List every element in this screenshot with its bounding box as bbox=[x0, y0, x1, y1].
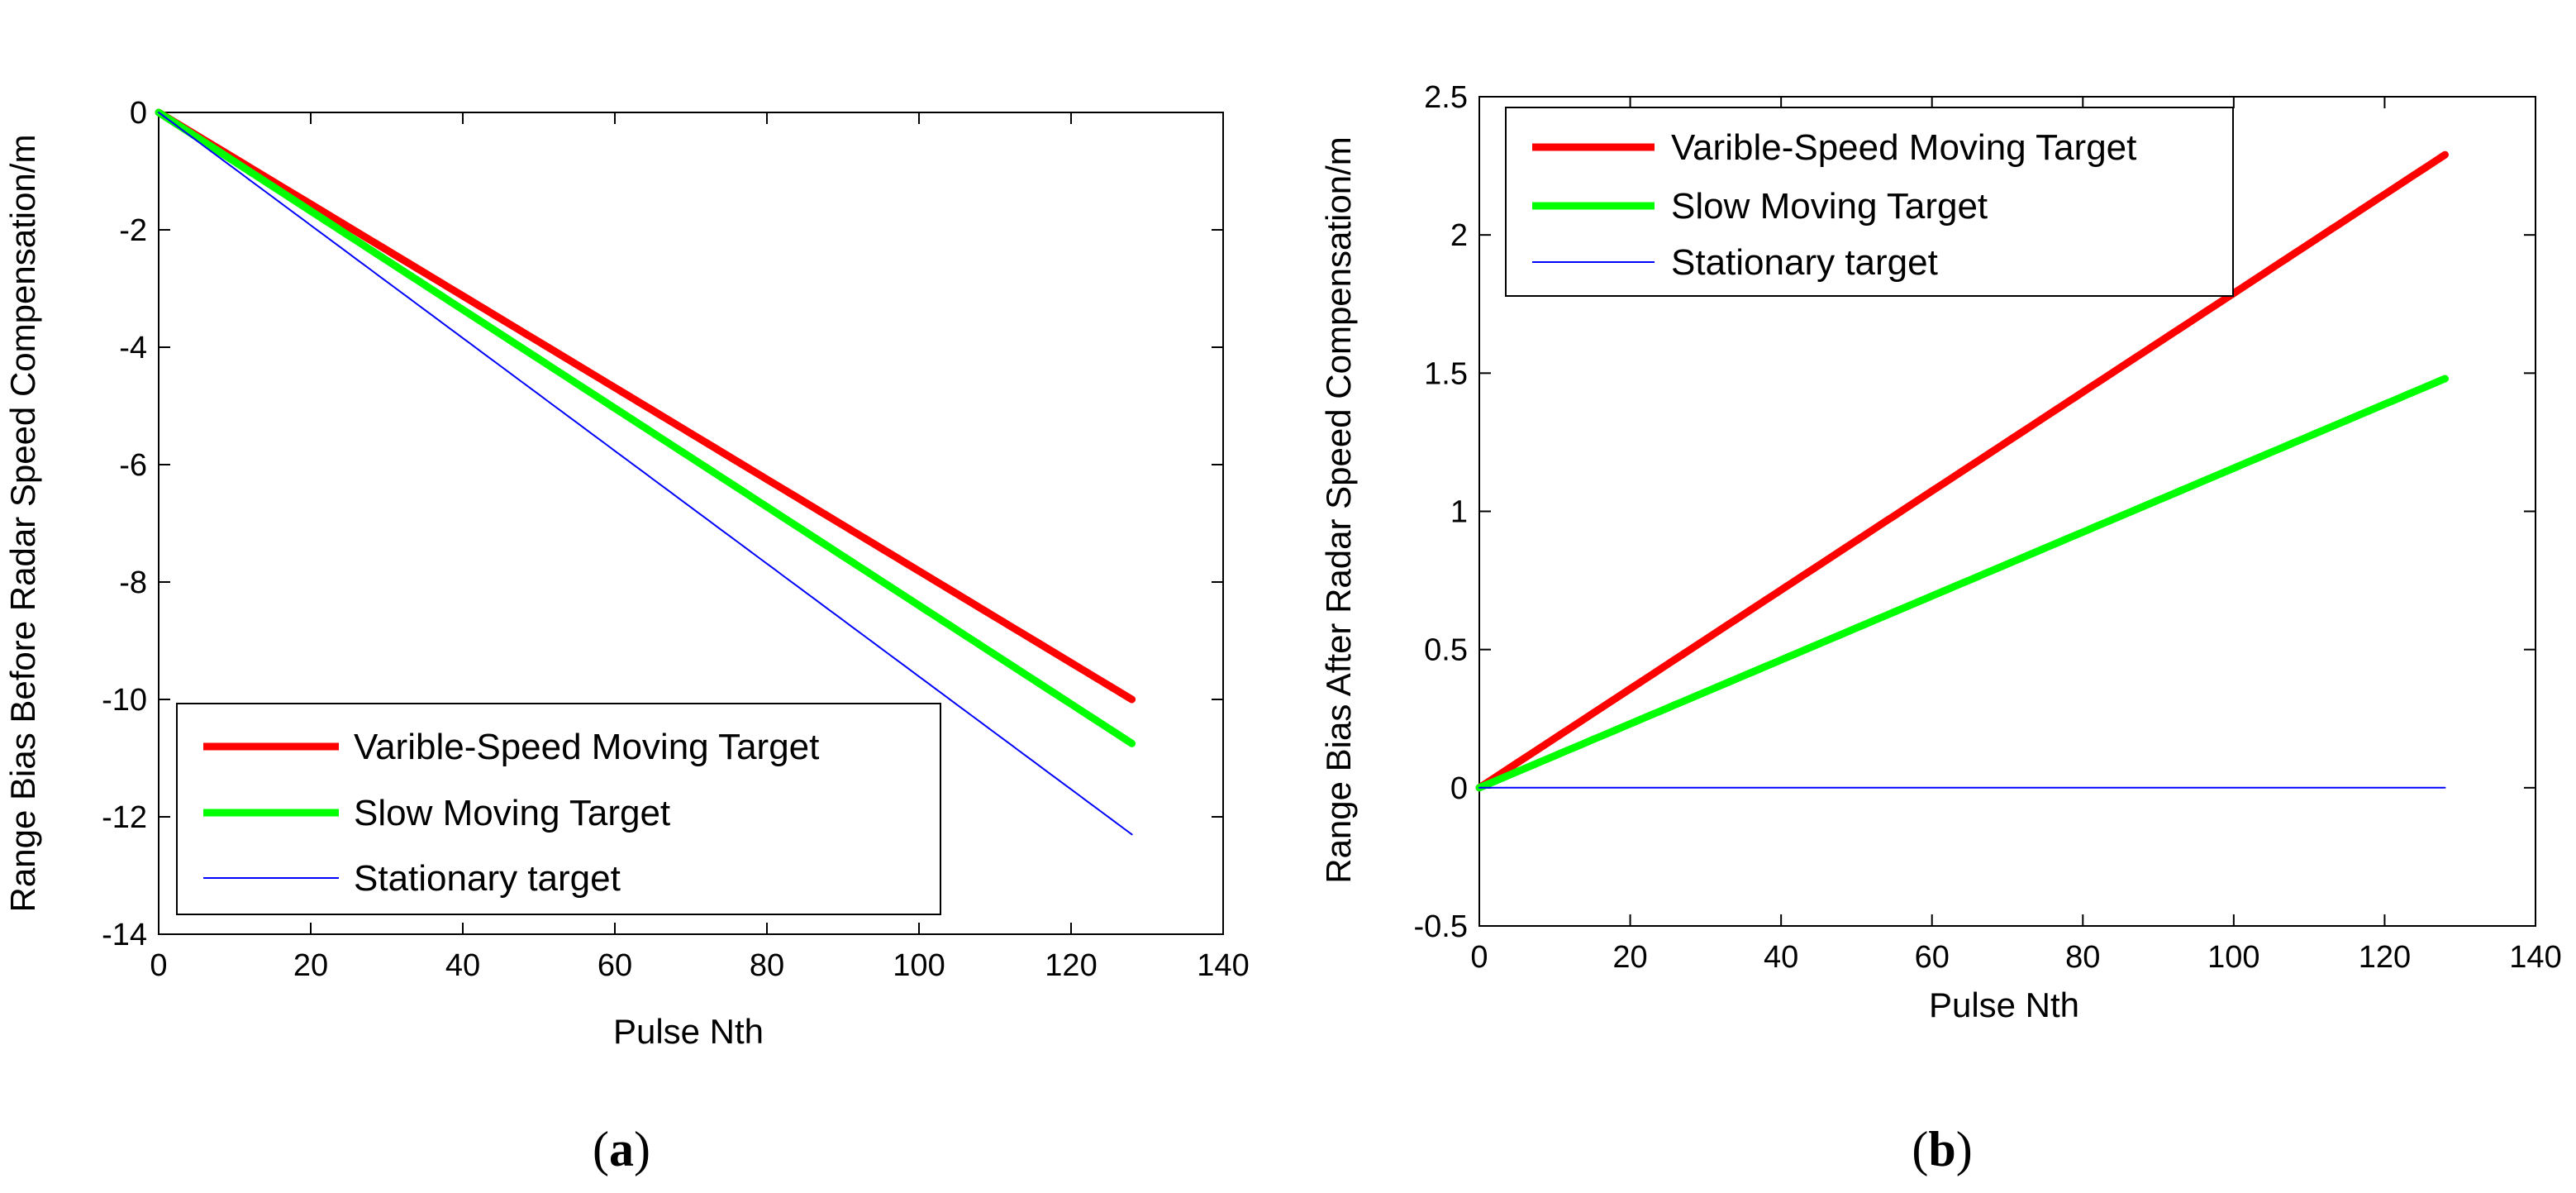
panel-label: (b) bbox=[1912, 1122, 1972, 1176]
x-tick-label: 40 bbox=[1764, 940, 1798, 975]
y-tick-label: 1.5 bbox=[1424, 356, 1468, 391]
legend-label-2: Slow Moving Target bbox=[1671, 186, 1988, 227]
y-tick-label: -6 bbox=[119, 448, 147, 483]
x-tick-label: 60 bbox=[598, 948, 632, 983]
x-tick-label: 120 bbox=[2359, 940, 2411, 975]
x-tick-label: 40 bbox=[445, 948, 480, 983]
legend: Varible-Speed Moving Target Slow Moving T… bbox=[1505, 107, 2234, 297]
y-tick-label: -0.5 bbox=[1414, 909, 1468, 944]
legend-label-2: Slow Moving Target bbox=[354, 793, 670, 833]
x-axis-label: Pulse Nth bbox=[613, 1012, 764, 1051]
legend-label-3: Stationary target bbox=[354, 858, 621, 899]
x-tick-label: 80 bbox=[2065, 940, 2100, 975]
y-tick-label: 0 bbox=[1450, 771, 1468, 806]
y-tick-label: -2 bbox=[119, 213, 147, 248]
x-tick-label: 0 bbox=[1470, 940, 1488, 975]
y-axis-label: Range Bias Before Radar Speed Compensati… bbox=[3, 135, 42, 913]
y-tick-label: -4 bbox=[119, 331, 147, 365]
y-tick-label: -10 bbox=[102, 683, 147, 718]
panel-label: (a) bbox=[593, 1122, 650, 1176]
legend-label-1: Varible-Speed Moving Target bbox=[1671, 127, 2136, 168]
x-tick-label: 120 bbox=[1045, 948, 1097, 983]
x-tick-label: 0 bbox=[150, 948, 167, 983]
y-tick-label: 2.5 bbox=[1424, 80, 1468, 115]
series-line-2 bbox=[1475, 375, 2449, 792]
x-tick-label: 60 bbox=[1915, 940, 1950, 975]
y-tick-label: -8 bbox=[119, 565, 147, 600]
y-tick-label: 1 bbox=[1450, 495, 1468, 530]
series-line-1 bbox=[155, 108, 1136, 704]
legend-label-3: Stationary target bbox=[1671, 242, 1938, 283]
y-tick-label: -14 bbox=[102, 918, 147, 952]
series-line-3 bbox=[158, 112, 1133, 836]
x-tick-label: 80 bbox=[750, 948, 784, 983]
series-line-1 bbox=[1475, 150, 2449, 792]
x-tick-label: 140 bbox=[1197, 948, 1249, 983]
y-tick-label: -12 bbox=[102, 800, 147, 835]
legend-label-1: Varible-Speed Moving Target bbox=[354, 727, 819, 767]
y-axis-label: Range Bias After Radar Speed Compensatio… bbox=[1319, 136, 1358, 884]
chart-panel-b: 0 20 40 60 80 100 120 140-0.500.511.522.5Pulse … bbox=[1319, 80, 2562, 1176]
x-tick-label: 20 bbox=[1612, 940, 1647, 975]
x-tick-label: 140 bbox=[2509, 940, 2561, 975]
x-tick-label: 20 bbox=[293, 948, 328, 983]
x-tick-label: 100 bbox=[2207, 940, 2259, 975]
legend: Varible-Speed Moving Target Slow Moving T… bbox=[176, 703, 941, 915]
chart-panel-a: 0 20 40 60 80 100 120 140 -14 -12 -10 -8 -6 -4 -2 0 Puls… bbox=[3, 96, 1250, 1176]
x-tick-label: 100 bbox=[893, 948, 945, 983]
legend-box bbox=[1505, 107, 2234, 297]
x-axis-label: Pulse Nth bbox=[1929, 985, 2079, 1024]
y-tick-label: 2 bbox=[1450, 218, 1468, 253]
series-line-2 bbox=[155, 108, 1136, 747]
y-tick-label: 0 bbox=[130, 96, 147, 131]
y-tick-label: 0.5 bbox=[1424, 633, 1468, 668]
